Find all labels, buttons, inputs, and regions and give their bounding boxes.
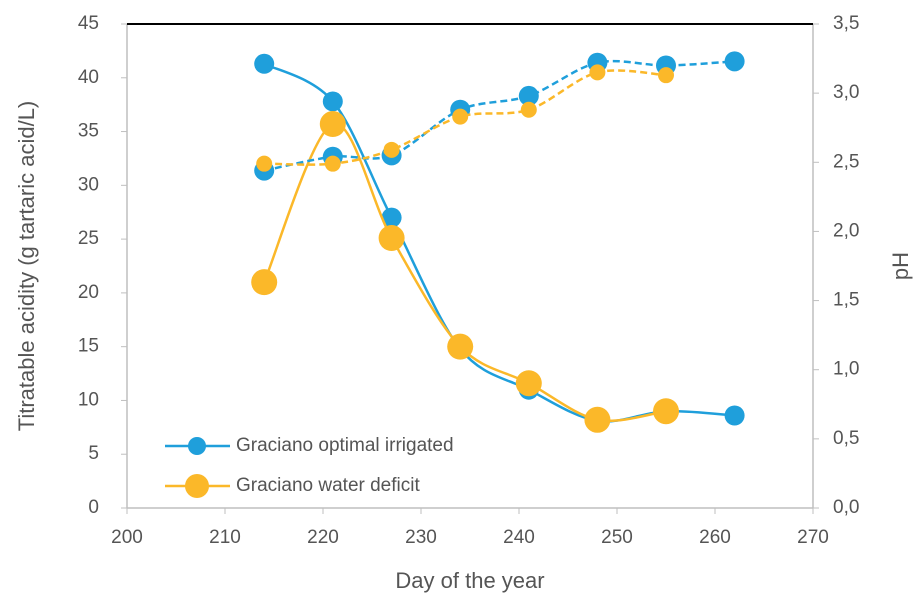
y-tick-label: 40 — [78, 67, 99, 88]
data-point — [381, 207, 402, 228]
legend-label: Graciano optimal irrigated — [236, 435, 454, 456]
y2-tick-label: 0,5 — [833, 428, 859, 449]
data-point — [256, 155, 273, 172]
y-tick-label: 20 — [78, 282, 99, 303]
data-point — [724, 51, 745, 72]
y-tick-label: 5 — [88, 443, 99, 464]
data-point — [319, 111, 346, 138]
data-point — [254, 53, 275, 74]
data-point — [324, 155, 341, 172]
data-point — [378, 225, 405, 252]
x-tick-label: 270 — [797, 527, 829, 548]
y-tick-label: 45 — [78, 13, 99, 34]
legend-label: Graciano water deficit — [236, 475, 420, 496]
x-tick-label: 210 — [209, 527, 241, 548]
y-tick-label: 25 — [78, 228, 99, 249]
y-tick-label: 35 — [78, 121, 99, 142]
data-point — [589, 64, 606, 81]
x-tick-label: 220 — [307, 527, 339, 548]
y-axis-title: Titratable acidity (g tartaric acid/L) — [14, 101, 39, 432]
y2-tick-label: 1,5 — [833, 290, 859, 311]
data-point — [322, 91, 343, 112]
x-tick-label: 250 — [601, 527, 633, 548]
data-point — [724, 405, 745, 426]
y2-tick-label: 0,0 — [833, 497, 859, 518]
x-tick-label: 230 — [405, 527, 437, 548]
data-point — [658, 67, 674, 84]
x-tick-label: 200 — [111, 527, 143, 548]
x-axis-title: Day of the year — [395, 568, 544, 593]
y2-tick-label: 1,0 — [833, 359, 859, 380]
y-tick-label: 10 — [78, 389, 99, 410]
data-point — [653, 398, 679, 425]
data-point — [383, 141, 400, 158]
y-tick-label: 15 — [78, 336, 99, 357]
legend-marker — [185, 474, 209, 498]
data-point — [251, 269, 278, 296]
x-tick-label: 260 — [699, 527, 731, 548]
y2-tick-label: 3,5 — [833, 13, 859, 34]
data-point — [452, 108, 469, 125]
y2-tick-label: 2,0 — [833, 220, 859, 241]
y2-tick-label: 3,0 — [833, 82, 859, 103]
series-line — [263, 122, 667, 422]
data-point — [518, 85, 539, 106]
y2-axis-title: pH — [888, 252, 913, 280]
data-point — [447, 333, 474, 360]
legend-marker — [188, 437, 206, 455]
y-tick-label: 30 — [78, 174, 99, 195]
y-tick-label: 0 — [88, 497, 99, 518]
y2-tick-label: 2,5 — [833, 151, 859, 172]
x-tick-label: 240 — [503, 527, 535, 548]
data-point — [584, 406, 611, 433]
data-point — [515, 370, 542, 397]
data-point — [520, 101, 537, 118]
